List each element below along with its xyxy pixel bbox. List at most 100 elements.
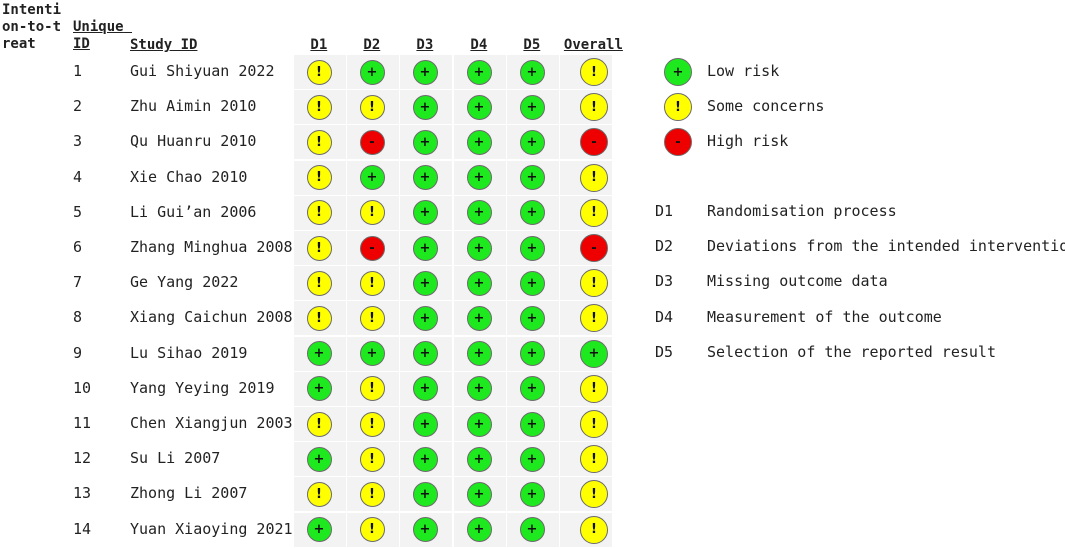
judgement-high-icon: - — [359, 235, 385, 261]
row-unique-id: 4 — [73, 167, 83, 186]
judgement-low-icon: + — [412, 235, 438, 261]
row-unique-id: 10 — [73, 378, 92, 397]
domain-key-code: D3 — [655, 272, 674, 291]
judgement-low-icon: + — [519, 94, 545, 120]
judgement-low-icon: + — [519, 305, 545, 331]
judgement-low-icon: + — [412, 446, 438, 472]
judgement-low-icon: + — [306, 446, 332, 472]
domain-key-description: Selection of the reported result — [707, 342, 996, 361]
row-unique-id: 5 — [73, 202, 83, 221]
row-unique-id: 2 — [73, 97, 83, 116]
judgement-some-icon: ! — [306, 94, 332, 120]
judgement-low-icon: + — [412, 517, 438, 543]
row-study-id: Qu Huanru 2010 — [130, 132, 257, 151]
judgement-some-icon: ! — [359, 200, 385, 226]
judgement-some-icon: ! — [580, 163, 608, 192]
judgement-low-icon: + — [519, 165, 545, 191]
judgement-low-icon: + — [580, 339, 608, 368]
judgement-low-icon: + — [412, 376, 438, 402]
judgement-some-icon: ! — [580, 58, 608, 86]
judgement-some-icon: ! — [359, 411, 385, 437]
judgement-low-icon: + — [412, 129, 438, 155]
legend-low-label: Low risk — [707, 62, 780, 80]
judgement-some-icon: ! — [359, 270, 385, 296]
legend-low-icon: + — [664, 58, 692, 86]
domain-header-d1: D1 — [310, 37, 328, 53]
judgement-low-icon: + — [412, 411, 438, 437]
judgement-low-icon: + — [519, 129, 545, 155]
judgement-low-icon: + — [466, 446, 492, 472]
domain-key-description: Measurement of the outcome — [707, 307, 942, 326]
study-id-header: Study ID — [130, 37, 198, 53]
judgement-low-icon: + — [412, 481, 438, 507]
judgement-low-icon: + — [466, 129, 492, 155]
judgement-low-icon: + — [412, 305, 438, 331]
row-study-id: Gui Shiyuan 2022 — [130, 62, 275, 80]
row-study-id: Zhong Li 2007 — [130, 484, 248, 503]
judgement-low-icon: + — [519, 270, 545, 296]
domain-key-description: Randomisation process — [707, 202, 897, 220]
row-unique-id: 9 — [73, 343, 83, 362]
judgement-low-icon: + — [466, 94, 492, 120]
row-study-id: Chen Xiangjun 2003 — [130, 414, 293, 432]
judgement-low-icon: + — [519, 517, 545, 543]
judgement-low-icon: + — [519, 481, 545, 507]
row-study-id: Zhu Aimin 2010 — [130, 97, 257, 116]
row-unique-id: 7 — [73, 273, 83, 292]
judgement-low-icon: + — [306, 341, 332, 367]
judgement-some-icon: ! — [306, 305, 332, 331]
judgement-low-icon: + — [519, 59, 545, 85]
judgement-low-icon: + — [466, 411, 492, 437]
judgement-some-icon: ! — [580, 410, 608, 438]
judgement-some-icon: ! — [359, 446, 385, 472]
judgement-low-icon: + — [466, 481, 492, 507]
judgement-low-icon: + — [466, 200, 492, 226]
domain-key-code: D2 — [655, 237, 674, 256]
row-study-id: Yuan Xiaoying 2021 — [130, 519, 293, 538]
domain-key-code: D4 — [655, 307, 674, 326]
judgement-some-icon: ! — [359, 305, 385, 331]
domain-header-d3: D3 — [416, 37, 434, 53]
judgement-low-icon: + — [519, 341, 545, 367]
judgement-high-icon: - — [580, 234, 608, 262]
judgement-some-icon: ! — [306, 270, 332, 296]
row-study-id: Ge Yang 2022 — [130, 273, 239, 292]
intention-to-treat-label: Intention-to-treat — [2, 2, 62, 52]
judgement-some-icon: ! — [306, 481, 332, 507]
judgement-low-icon: + — [412, 200, 438, 226]
judgement-low-icon: + — [466, 305, 492, 331]
judgement-low-icon: + — [306, 517, 332, 543]
judgement-low-icon: + — [359, 59, 385, 85]
judgement-low-icon: + — [466, 165, 492, 191]
judgement-some-icon: ! — [306, 411, 332, 437]
judgement-low-icon: + — [412, 270, 438, 296]
judgement-some-icon: ! — [580, 269, 608, 298]
judgement-some-icon: ! — [306, 165, 332, 191]
row-unique-id: 11 — [73, 414, 92, 432]
judgement-low-icon: + — [466, 341, 492, 367]
judgement-low-icon: + — [412, 59, 438, 85]
judgement-some-icon: ! — [359, 94, 385, 120]
domain-header-d4: D4 — [470, 37, 488, 53]
row-study-id: Su Li 2007 — [130, 449, 221, 468]
judgement-low-icon: + — [412, 341, 438, 367]
row-study-id: Li Gui’an 2006 — [130, 202, 257, 221]
row-study-id: Xie Chao 2010 — [130, 167, 248, 186]
judgement-some-icon: ! — [359, 376, 385, 402]
row-study-id: Xiang Caichun 2008 — [130, 308, 293, 327]
row-study-id: Yang Yeying 2019 — [130, 378, 275, 397]
domain-header-overall: Overall — [563, 37, 623, 53]
judgement-some-icon: ! — [580, 93, 608, 122]
judgement-low-icon: + — [519, 376, 545, 402]
judgement-some-icon: ! — [580, 304, 608, 333]
judgement-low-icon: + — [359, 165, 385, 191]
row-unique-id: 14 — [73, 519, 92, 538]
judgement-low-icon: + — [466, 235, 492, 261]
judgement-some-icon: ! — [306, 235, 332, 261]
judgement-some-icon: ! — [580, 374, 608, 403]
judgement-some-icon: ! — [580, 198, 608, 227]
row-unique-id: 13 — [73, 484, 92, 503]
row-unique-id: 12 — [73, 449, 92, 468]
judgement-some-icon: ! — [306, 129, 332, 155]
judgement-low-icon: + — [306, 376, 332, 402]
